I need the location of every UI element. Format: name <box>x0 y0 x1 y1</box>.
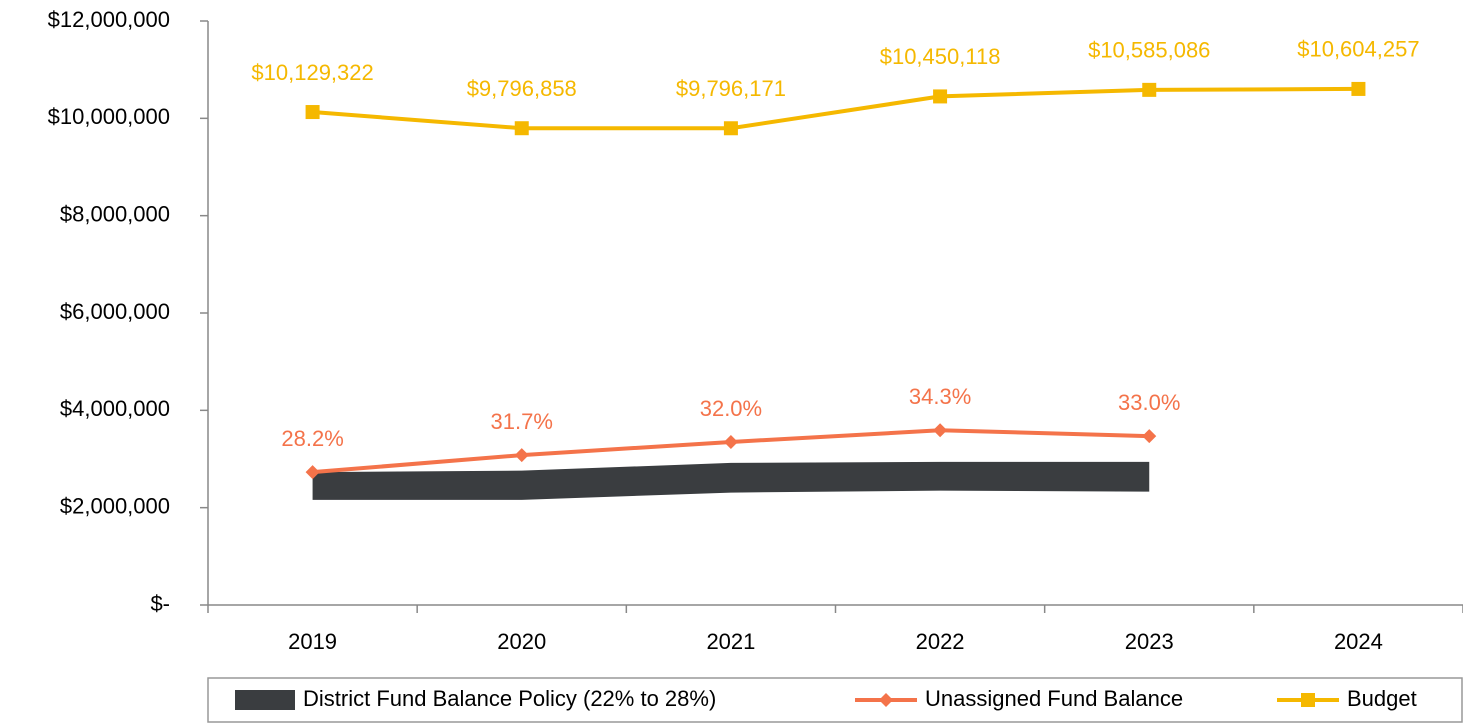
marker <box>723 121 738 136</box>
data-label: $10,450,118 <box>880 44 1001 69</box>
y-tick-label: $4,000,000 <box>60 396 170 421</box>
policy-band <box>312 461 1150 500</box>
legend-label: District Fund Balance Policy (22% to 28%… <box>303 686 716 711</box>
data-label: 34.3% <box>909 384 971 409</box>
data-label: 28.2% <box>281 426 343 451</box>
data-label: 32.0% <box>700 396 762 421</box>
marker <box>514 448 529 463</box>
y-tick-label: $- <box>150 591 170 616</box>
y-tick-label: $6,000,000 <box>60 299 170 324</box>
marker <box>879 693 893 707</box>
marker <box>514 121 529 136</box>
y-tick-label: $2,000,000 <box>60 493 170 518</box>
data-label: $9,796,858 <box>467 76 577 101</box>
legend-box <box>207 677 1463 723</box>
y-tick-label: $8,000,000 <box>60 201 170 226</box>
data-label: $9,796,171 <box>676 76 786 101</box>
marker <box>933 423 948 438</box>
legend-label: Budget <box>1347 686 1417 711</box>
data-label: $10,129,322 <box>251 60 373 85</box>
x-tick-label: 2024 <box>1334 629 1383 654</box>
x-tick-label: 2019 <box>288 629 337 654</box>
marker <box>1351 81 1366 96</box>
legend-swatch <box>235 690 295 710</box>
x-tick-label: 2023 <box>1125 629 1174 654</box>
y-tick-label: $12,000,000 <box>48 7 170 32</box>
marker <box>305 465 320 480</box>
legend-label: Unassigned Fund Balance <box>925 686 1183 711</box>
marker <box>1142 429 1157 444</box>
x-tick-label: 2021 <box>706 629 755 654</box>
x-tick-label: 2022 <box>916 629 965 654</box>
marker <box>1142 82 1157 97</box>
data-label: $10,585,086 <box>1088 38 1210 63</box>
marker <box>1301 693 1315 707</box>
x-tick-label: 2020 <box>497 629 546 654</box>
y-tick-label: $10,000,000 <box>48 104 170 129</box>
data-label: $10,604,257 <box>1297 37 1419 62</box>
data-label: 33.0% <box>1118 390 1180 415</box>
marker <box>933 89 948 104</box>
series-line <box>312 86 1359 131</box>
data-label: 31.7% <box>491 409 553 434</box>
marker <box>723 434 738 449</box>
marker <box>305 105 320 120</box>
